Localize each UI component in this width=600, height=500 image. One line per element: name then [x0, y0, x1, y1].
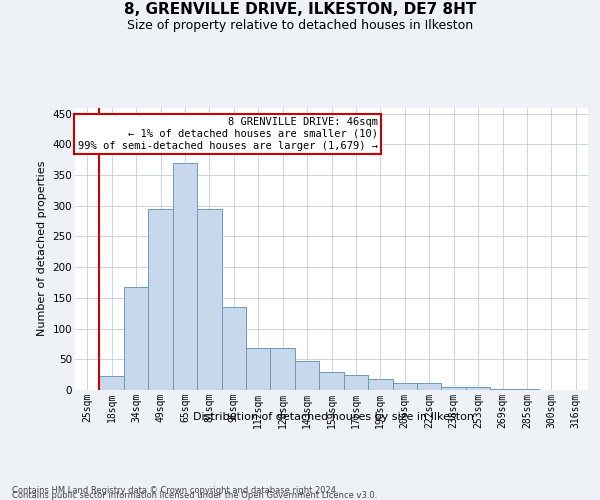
Text: Contains HM Land Registry data © Crown copyright and database right 2024.: Contains HM Land Registry data © Crown c… — [12, 486, 338, 495]
Text: Size of property relative to detached houses in Ilkeston: Size of property relative to detached ho… — [127, 18, 473, 32]
Bar — [197, 209, 221, 390]
Bar — [515, 389, 539, 390]
Y-axis label: Number of detached properties: Number of detached properties — [37, 161, 47, 336]
Text: 8, GRENVILLE DRIVE, ILKESTON, DE7 8HT: 8, GRENVILLE DRIVE, ILKESTON, DE7 8HT — [124, 2, 476, 18]
Text: Contains public sector information licensed under the Open Government Licence v3: Contains public sector information licen… — [12, 491, 377, 500]
Bar — [442, 387, 466, 390]
Bar — [246, 348, 271, 390]
Bar — [466, 387, 490, 390]
Bar — [368, 379, 392, 390]
Bar — [271, 348, 295, 390]
Bar — [124, 287, 148, 390]
Bar — [295, 360, 319, 390]
Text: 8 GRENVILLE DRIVE: 46sqm
← 1% of detached houses are smaller (10)
99% of semi-de: 8 GRENVILLE DRIVE: 46sqm ← 1% of detache… — [77, 118, 377, 150]
Bar — [344, 374, 368, 390]
Bar — [319, 372, 344, 390]
Bar — [148, 209, 173, 390]
Bar — [417, 382, 442, 390]
Bar — [100, 376, 124, 390]
Text: Distribution of detached houses by size in Ilkeston: Distribution of detached houses by size … — [193, 412, 473, 422]
Bar — [173, 163, 197, 390]
Bar — [490, 389, 515, 390]
Bar — [221, 307, 246, 390]
Bar — [392, 382, 417, 390]
